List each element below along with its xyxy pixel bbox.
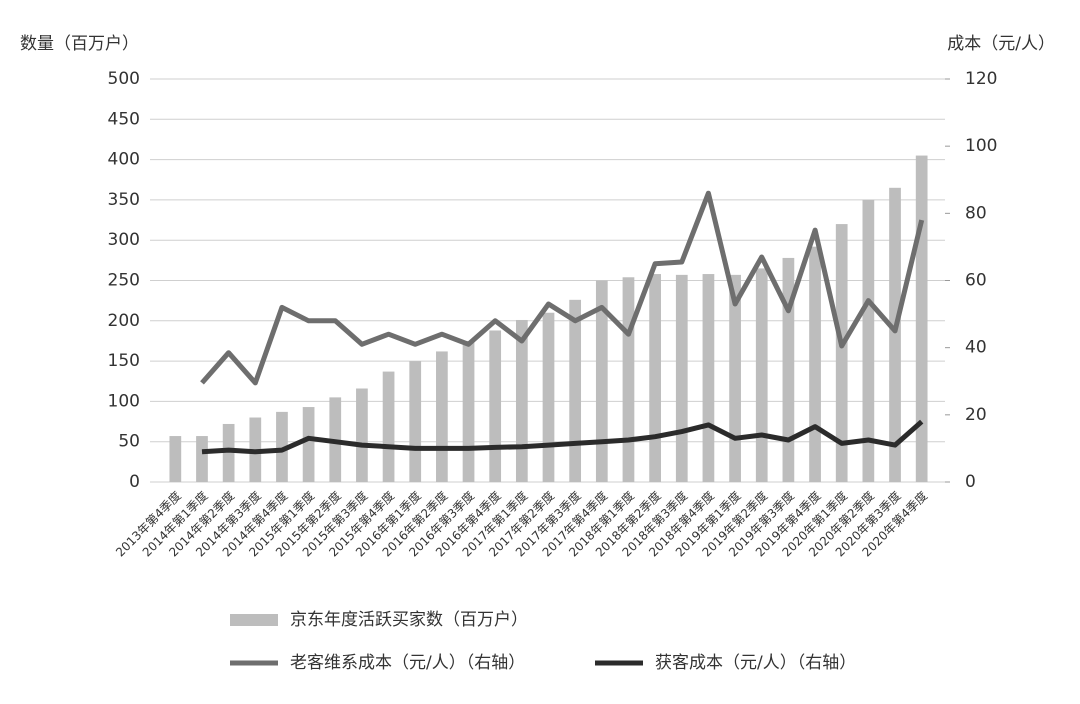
line xyxy=(201,419,924,455)
y2-tick-label: 0 xyxy=(965,472,976,492)
legend-label: 京东年度活跃买家数（百万户） xyxy=(290,610,528,630)
bar xyxy=(702,274,715,482)
line xyxy=(200,190,925,386)
y-tick-label: 500 xyxy=(108,69,140,89)
bar xyxy=(649,274,661,482)
y2-tick-label: 120 xyxy=(965,69,997,89)
bar xyxy=(409,361,422,482)
bar xyxy=(809,246,821,482)
y-tick-label: 200 xyxy=(108,311,140,331)
legend-swatch xyxy=(230,614,278,626)
y-tick-label: 50 xyxy=(118,432,140,452)
y-tick-label: 400 xyxy=(108,150,140,170)
bar xyxy=(302,407,315,482)
bar xyxy=(196,436,208,482)
y2-axis-title: 成本（元/人） xyxy=(947,34,1055,54)
bar xyxy=(276,411,288,482)
bar xyxy=(782,257,795,482)
bar xyxy=(569,299,582,482)
bar xyxy=(729,274,741,482)
y-tick-label: 250 xyxy=(108,271,140,291)
bar xyxy=(542,312,555,482)
y-tick-label: 450 xyxy=(108,109,140,129)
y-tick-label: 100 xyxy=(108,391,140,411)
y2-tick-label: 40 xyxy=(965,338,987,358)
bar xyxy=(489,330,502,482)
bar xyxy=(755,268,768,482)
bar xyxy=(915,155,928,482)
bar xyxy=(622,277,635,482)
bar xyxy=(889,187,901,482)
bar xyxy=(222,423,235,482)
legend-label: 获客成本（元/人）（右轴） xyxy=(655,653,856,673)
y2-tick-label: 80 xyxy=(965,203,987,223)
y-tick-label: 300 xyxy=(108,230,140,250)
bar xyxy=(675,274,688,482)
bar xyxy=(436,351,448,482)
bar xyxy=(595,280,608,482)
y-axis-title: 数量（百万户） xyxy=(20,34,139,54)
bar xyxy=(515,319,528,482)
bar xyxy=(462,340,475,482)
y-tick-label: 350 xyxy=(108,190,140,210)
y-tick-label: 150 xyxy=(108,351,140,371)
bar xyxy=(382,371,395,482)
y2-tick-label: 100 xyxy=(965,136,997,156)
y-tick-label: 0 xyxy=(129,472,140,492)
bar xyxy=(862,199,875,482)
bar xyxy=(169,436,182,482)
legend-label: 老客维系成本（元/人）（右轴） xyxy=(290,653,525,673)
bar xyxy=(356,388,368,482)
y2-tick-label: 60 xyxy=(965,271,987,291)
bar xyxy=(835,224,848,482)
y2-tick-label: 20 xyxy=(965,405,987,425)
